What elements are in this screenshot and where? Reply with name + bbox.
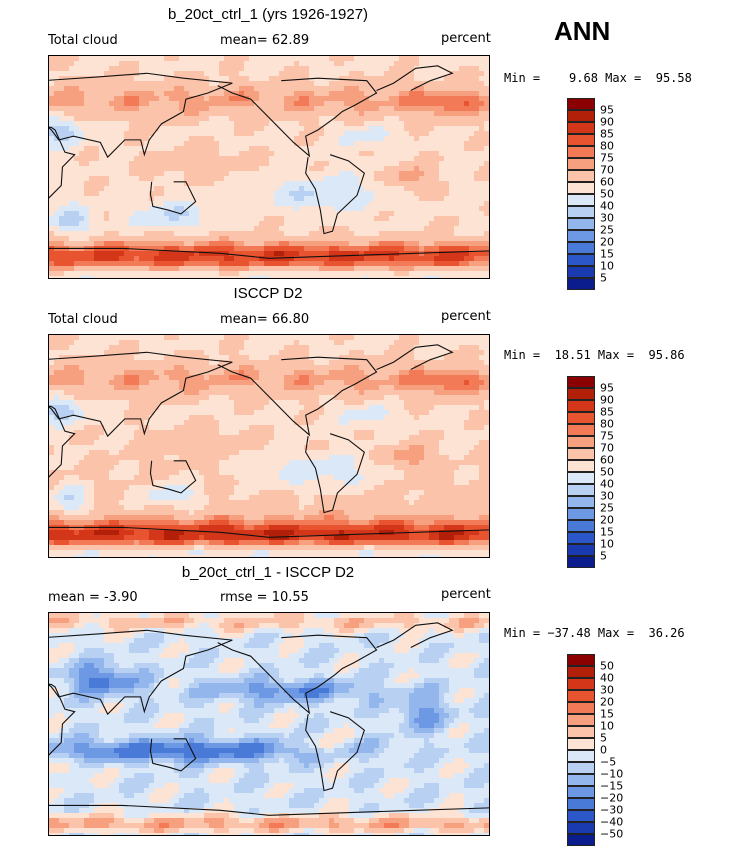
colorbar-cell <box>567 834 595 846</box>
colorbar-cell <box>567 278 595 290</box>
colorbar-cell <box>567 654 595 666</box>
panel2-colorbar <box>567 376 595 568</box>
season-label: ANN <box>554 16 610 47</box>
colorbar-cell <box>567 726 595 738</box>
map-field <box>49 56 489 278</box>
colorbar-cell <box>567 230 595 242</box>
panel3-title: b_20ct_ctrl_1 - ISCCP D2 <box>182 564 354 581</box>
colorbar-cell <box>567 822 595 834</box>
panel2-units-label: percent <box>441 309 491 324</box>
colorbar-cell <box>567 98 595 110</box>
colorbar-cell <box>567 750 595 762</box>
colorbar-cell <box>567 448 595 460</box>
panel1-variable-label: Total cloud <box>48 33 118 48</box>
colorbar-cell <box>567 122 595 134</box>
colorbar-tick-label: 5 <box>600 272 607 285</box>
colorbar-cell <box>567 738 595 750</box>
panel3-rmse-label: rmse = 10.55 <box>220 590 309 605</box>
map-field <box>49 335 489 557</box>
panel2-map <box>48 334 490 558</box>
panel1-units-label: percent <box>441 31 491 46</box>
panel2-variable-label: Total cloud <box>48 312 118 327</box>
colorbar-cell <box>567 460 595 472</box>
colorbar-cell <box>567 218 595 230</box>
colorbar-cell <box>567 266 595 278</box>
panel3-units-label: percent <box>441 587 491 602</box>
colorbar-cell <box>567 520 595 532</box>
colorbar-cell <box>567 508 595 520</box>
colorbar-cell <box>567 484 595 496</box>
map-field <box>49 613 489 835</box>
colorbar-cell <box>567 242 595 254</box>
colorbar-cell <box>567 786 595 798</box>
colorbar-cell <box>567 254 595 266</box>
colorbar-cell <box>567 158 595 170</box>
panel2-minmax: Min = 18.51 Max = 95.86 <box>504 348 685 362</box>
colorbar-cell <box>567 556 595 568</box>
panel1-colorbar <box>567 98 595 290</box>
colorbar-cell <box>567 690 595 702</box>
panel2-title: ISCCP D2 <box>234 285 303 302</box>
colorbar-cell <box>567 762 595 774</box>
colorbar-cell <box>567 714 595 726</box>
panel2-mean-label: mean= 66.80 <box>220 312 309 327</box>
colorbar-cell <box>567 110 595 122</box>
colorbar-cell <box>567 532 595 544</box>
colorbar-cell <box>567 496 595 508</box>
panel3-mean-label: mean = -3.90 <box>48 590 138 605</box>
colorbar-cell <box>567 810 595 822</box>
panel1-minmax: Min = 9.68 Max = 95.58 <box>504 71 692 85</box>
colorbar-cell <box>567 182 595 194</box>
panel3-minmax: Min = −37.48 Max = 36.26 <box>504 626 685 640</box>
colorbar-cell <box>567 666 595 678</box>
colorbar-tick-label: 5 <box>600 550 607 563</box>
panel3-map <box>48 612 490 836</box>
panel3-colorbar <box>567 654 595 846</box>
panel1-map <box>48 55 490 279</box>
colorbar-cell <box>567 412 595 424</box>
colorbar-cell <box>567 146 595 158</box>
colorbar-cell <box>567 678 595 690</box>
colorbar-cell <box>567 400 595 412</box>
colorbar-cell <box>567 798 595 810</box>
colorbar-cell <box>567 544 595 556</box>
colorbar-cell <box>567 376 595 388</box>
colorbar-cell <box>567 170 595 182</box>
colorbar-cell <box>567 206 595 218</box>
colorbar-cell <box>567 436 595 448</box>
colorbar-cell <box>567 194 595 206</box>
colorbar-cell <box>567 388 595 400</box>
colorbar-cell <box>567 472 595 484</box>
panel1-title: b_20ct_ctrl_1 (yrs 1926-1927) <box>168 6 368 23</box>
colorbar-cell <box>567 424 595 436</box>
colorbar-cell <box>567 134 595 146</box>
panel1-mean-label: mean= 62.89 <box>220 33 309 48</box>
colorbar-cell <box>567 702 595 714</box>
colorbar-cell <box>567 774 595 786</box>
